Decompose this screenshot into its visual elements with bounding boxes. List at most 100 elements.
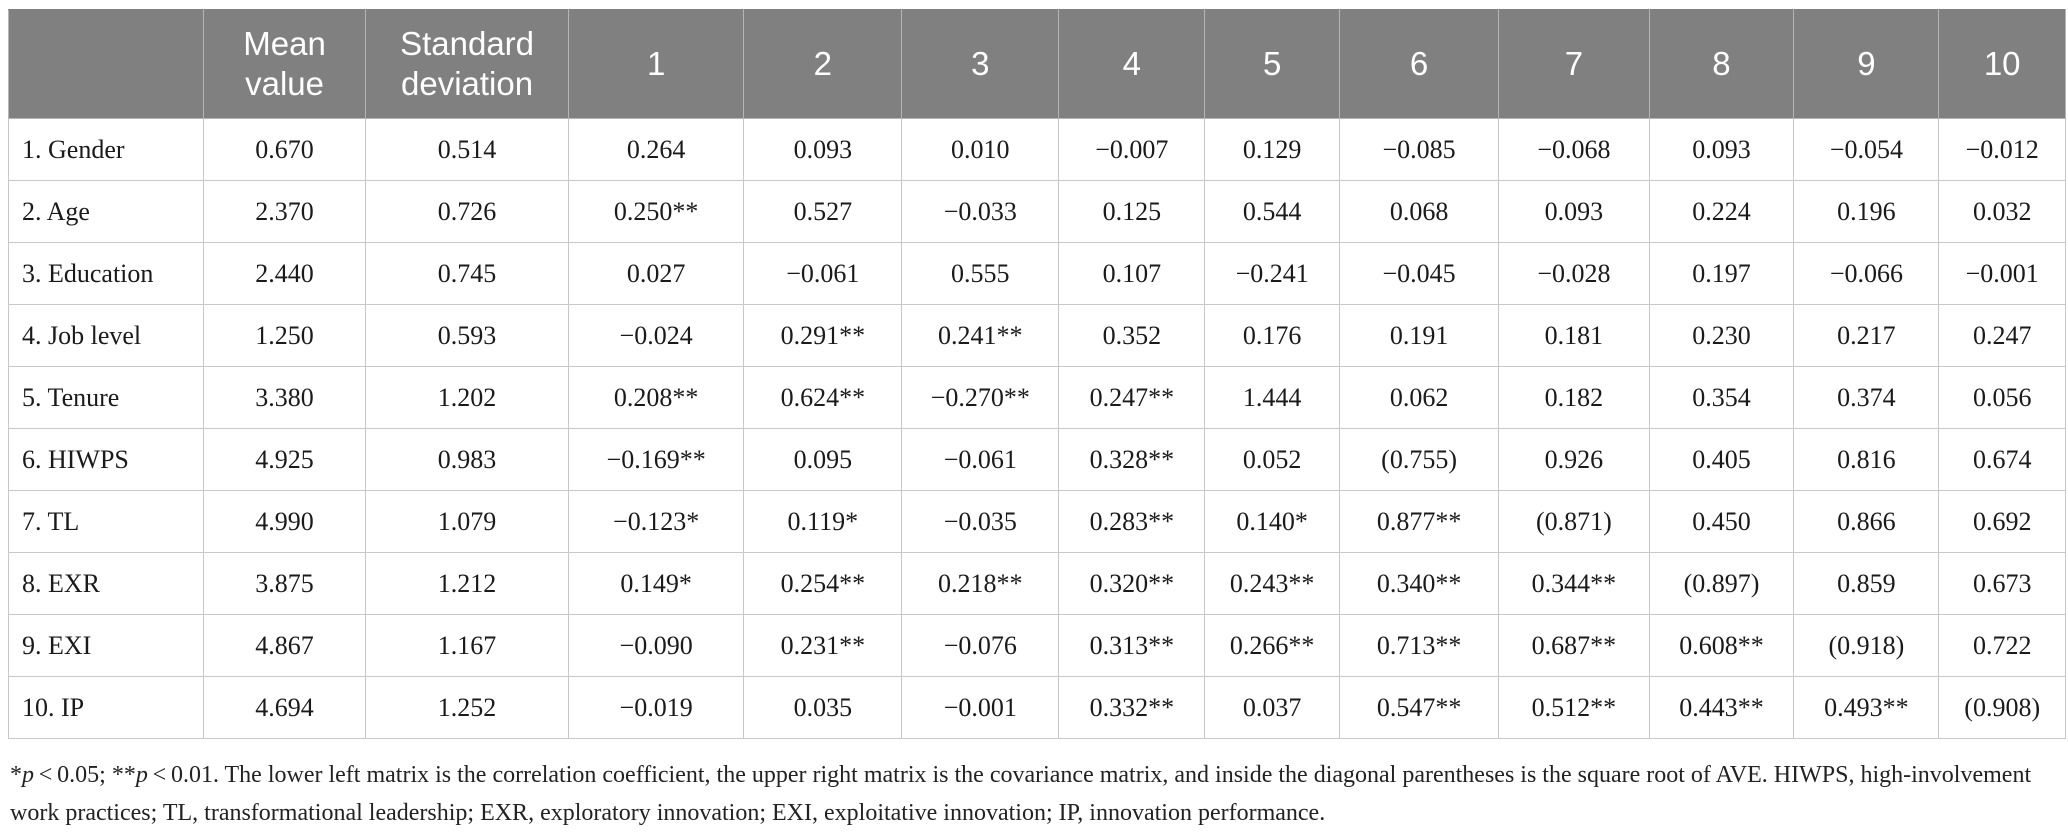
cell-row-label: 1. Gender <box>7 118 205 181</box>
cell-col-6: −0.045 <box>1338 242 1500 305</box>
cell-col-3: 0.555 <box>901 242 1060 305</box>
cell-col-8: 0.224 <box>1648 180 1795 243</box>
cell-col-6: (0.755) <box>1338 428 1500 491</box>
cell-col-5: 0.037 <box>1204 676 1340 739</box>
cell-col-5: 1.444 <box>1204 366 1340 429</box>
cell-col-10: (0.908) <box>1938 676 2066 739</box>
cell-mean-value: 4.925 <box>203 428 367 491</box>
header-cell-9: 9 <box>1793 9 1940 119</box>
cell-standard-deviation: 1.167 <box>365 614 570 677</box>
cell-standard-deviation: 1.212 <box>365 552 570 615</box>
cell-standard-deviation: 0.745 <box>365 242 570 305</box>
cell-col-10: 0.247 <box>1938 304 2066 367</box>
header-cell-sd: Standard deviation <box>365 9 570 119</box>
cell-col-4: 0.125 <box>1058 180 1206 243</box>
cell-col-7: −0.028 <box>1498 242 1650 305</box>
cell-col-8: 0.354 <box>1648 366 1795 429</box>
cell-mean-value: 2.440 <box>203 242 367 305</box>
cell-col-5: 0.052 <box>1204 428 1340 491</box>
cell-standard-deviation: 0.726 <box>365 180 570 243</box>
cell-col-5: −0.241 <box>1204 242 1340 305</box>
cell-col-7: 0.512** <box>1498 676 1650 739</box>
cell-col-5: 0.266** <box>1204 614 1340 677</box>
cell-row-label: 9. EXI <box>7 614 205 677</box>
footnote-sig1-text: < 0.05; ** <box>34 762 136 788</box>
cell-col-6: 0.340** <box>1338 552 1500 615</box>
cell-row-label: 10. IP <box>7 676 205 739</box>
cell-col-2: 0.095 <box>743 428 903 491</box>
header-cell-6: 6 <box>1338 9 1500 119</box>
cell-col-4: 0.332** <box>1058 676 1206 739</box>
cell-standard-deviation: 1.079 <box>365 490 570 553</box>
cell-col-4: 0.283** <box>1058 490 1206 553</box>
footnote-p-symbol: p <box>22 762 34 788</box>
table-header: Mean value Standard deviation 1 2 3 4 5 … <box>7 9 2066 119</box>
cell-col-7: 0.181 <box>1498 304 1650 367</box>
cell-mean-value: 2.370 <box>203 180 367 243</box>
cell-col-3: −0.035 <box>901 490 1060 553</box>
cell-col-9: 0.196 <box>1793 180 1940 243</box>
cell-col-8: 0.608** <box>1648 614 1795 677</box>
cell-col-9: 0.866 <box>1793 490 1940 553</box>
table-row: 1. Gender 0.670 0.514 0.264 0.093 0.010 −0.007… <box>7 118 2066 181</box>
cell-col-1: 0.250** <box>568 180 745 243</box>
cell-row-label: 4. Job level <box>7 304 205 367</box>
cell-col-3: −0.076 <box>901 614 1060 677</box>
cell-col-8: (0.897) <box>1648 552 1795 615</box>
cell-col-6: 0.547** <box>1338 676 1500 739</box>
cell-mean-value: 4.694 <box>203 676 367 739</box>
cell-col-9: 0.859 <box>1793 552 1940 615</box>
header-cell-4: 4 <box>1058 9 1206 119</box>
header-cell-7: 7 <box>1498 9 1650 119</box>
cell-col-4: 0.107 <box>1058 242 1206 305</box>
cell-col-1: −0.024 <box>568 304 745 367</box>
header-cell-8: 8 <box>1648 9 1795 119</box>
cell-row-label: 7. TL <box>7 490 205 553</box>
cell-col-9: 0.217 <box>1793 304 1940 367</box>
table-row: 10. IP 4.694 1.252 −0.019 0.035 −0.001 0.332**… <box>7 676 2066 739</box>
header-cell-mean: Mean value <box>203 9 367 119</box>
cell-col-10: 0.032 <box>1938 180 2066 243</box>
cell-col-9: −0.066 <box>1793 242 1940 305</box>
table-footnote: *p < 0.05; **p < 0.01. The lower left ma… <box>10 756 2060 832</box>
cell-col-2: 0.624** <box>743 366 903 429</box>
cell-col-1: 0.027 <box>568 242 745 305</box>
cell-col-10: −0.012 <box>1938 118 2066 181</box>
cell-col-10: −0.001 <box>1938 242 2066 305</box>
cell-col-4: 0.352 <box>1058 304 1206 367</box>
cell-col-4: 0.328** <box>1058 428 1206 491</box>
cell-col-7: 0.182 <box>1498 366 1650 429</box>
cell-col-9: 0.493** <box>1793 676 1940 739</box>
cell-row-label: 3. Education <box>7 242 205 305</box>
table-row: 7. TL 4.990 1.079 −0.123* 0.119* −0.035 0.283*… <box>7 490 2066 553</box>
cell-col-8: 0.405 <box>1648 428 1795 491</box>
cell-col-6: −0.085 <box>1338 118 1500 181</box>
cell-col-1: 0.208** <box>568 366 745 429</box>
cell-col-10: 0.692 <box>1938 490 2066 553</box>
cell-mean-value: 1.250 <box>203 304 367 367</box>
cell-standard-deviation: 0.983 <box>365 428 570 491</box>
cell-col-9: (0.918) <box>1793 614 1940 677</box>
cell-col-10: 0.722 <box>1938 614 2066 677</box>
cell-col-2: 0.254** <box>743 552 903 615</box>
header-cell-1: 1 <box>568 9 745 119</box>
cell-col-1: 0.264 <box>568 118 745 181</box>
cell-col-5: 0.544 <box>1204 180 1340 243</box>
cell-standard-deviation: 1.252 <box>365 676 570 739</box>
cell-col-6: 0.713** <box>1338 614 1500 677</box>
cell-col-2: 0.035 <box>743 676 903 739</box>
footnote-sig1-prefix: * <box>10 762 22 788</box>
footnote-description: < 0.01. The lower left matrix is the cor… <box>10 762 2032 826</box>
table-row: 4. Job level 1.250 0.593 −0.024 0.291** 0.241… <box>7 304 2066 367</box>
cell-col-4: 0.313** <box>1058 614 1206 677</box>
header-cell-3: 3 <box>901 9 1060 119</box>
cell-col-10: 0.674 <box>1938 428 2066 491</box>
table-row: 9. EXI 4.867 1.167 −0.090 0.231** −0.076 0.313… <box>7 614 2066 677</box>
cell-col-9: 0.816 <box>1793 428 1940 491</box>
cell-col-3: −0.061 <box>901 428 1060 491</box>
cell-col-10: 0.056 <box>1938 366 2066 429</box>
cell-col-3: 0.010 <box>901 118 1060 181</box>
cell-col-1: −0.123* <box>568 490 745 553</box>
cell-col-6: 0.068 <box>1338 180 1500 243</box>
cell-col-2: 0.527 <box>743 180 903 243</box>
